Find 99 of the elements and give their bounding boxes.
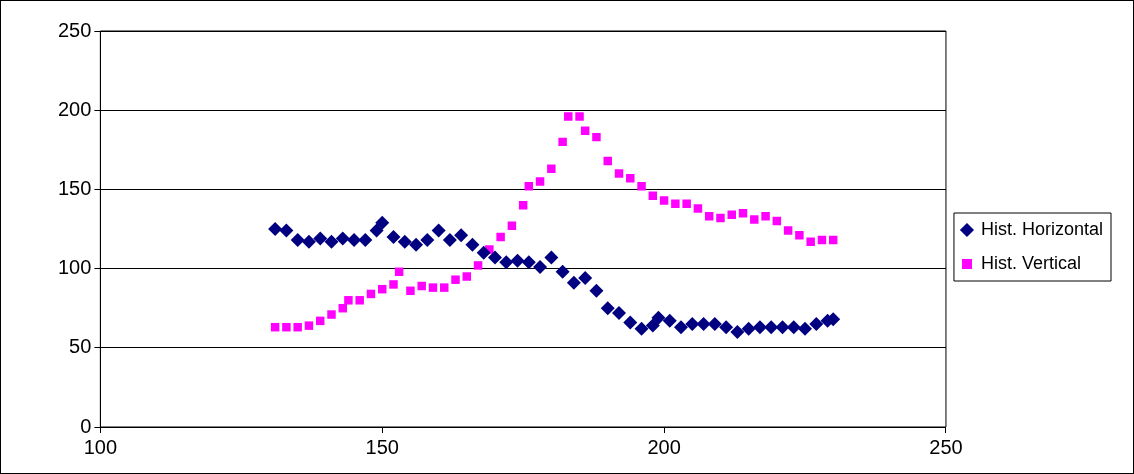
point xyxy=(685,317,700,332)
y-tick-label: 100 xyxy=(57,256,92,279)
point xyxy=(623,315,638,330)
point xyxy=(634,321,649,336)
point xyxy=(612,305,626,320)
x-tick-label: 250 xyxy=(929,435,963,458)
point xyxy=(798,321,813,336)
point xyxy=(327,310,336,319)
point xyxy=(752,320,767,335)
point xyxy=(358,233,373,248)
x-tick-label: 150 xyxy=(365,435,399,458)
point xyxy=(473,261,483,270)
point xyxy=(651,310,666,325)
x-tick-label: 200 xyxy=(647,435,681,458)
point xyxy=(682,199,691,208)
point xyxy=(386,229,401,244)
point xyxy=(431,223,446,238)
point xyxy=(476,245,491,260)
point xyxy=(786,320,801,335)
point xyxy=(795,231,804,240)
point xyxy=(707,317,722,332)
point xyxy=(578,271,593,286)
y-tick-label: 150 xyxy=(57,176,92,199)
point xyxy=(454,228,469,243)
point xyxy=(428,283,438,292)
point xyxy=(592,132,601,142)
y-tick-label: 0 xyxy=(80,414,92,437)
point xyxy=(637,181,646,191)
y-tick-label: 50 xyxy=(69,335,92,358)
point xyxy=(487,250,502,265)
point xyxy=(730,324,745,339)
point xyxy=(347,233,362,248)
legend-label: Hist. Horizontal xyxy=(980,218,1104,239)
y-tick-label: 200 xyxy=(57,97,92,120)
point xyxy=(409,237,424,252)
point xyxy=(420,233,435,248)
point xyxy=(496,232,505,242)
point xyxy=(761,212,770,221)
point xyxy=(465,237,480,252)
point xyxy=(499,255,514,270)
point xyxy=(544,250,559,265)
point xyxy=(510,253,525,268)
point xyxy=(716,213,725,223)
point xyxy=(750,215,759,224)
point xyxy=(290,233,305,248)
point xyxy=(558,137,567,147)
point xyxy=(417,281,426,291)
point xyxy=(626,174,635,183)
point xyxy=(764,320,779,335)
point xyxy=(696,317,711,332)
legend-label: Hist. Vertical xyxy=(980,252,1081,273)
point xyxy=(555,264,570,279)
point xyxy=(301,234,316,249)
x-tick-label: 100 xyxy=(83,435,118,458)
point xyxy=(671,199,680,208)
point xyxy=(344,296,353,305)
point xyxy=(355,296,364,305)
point xyxy=(719,320,734,335)
point xyxy=(704,212,714,221)
point xyxy=(674,320,689,335)
point xyxy=(389,280,398,289)
point xyxy=(313,231,328,246)
point xyxy=(741,321,756,336)
point xyxy=(442,233,457,248)
point xyxy=(659,196,669,205)
point xyxy=(304,321,314,330)
point xyxy=(375,215,390,230)
point xyxy=(775,320,790,335)
point xyxy=(589,283,604,298)
point xyxy=(575,112,584,121)
point xyxy=(533,260,548,275)
point xyxy=(324,234,339,249)
point xyxy=(521,255,536,270)
point xyxy=(614,169,624,178)
point xyxy=(566,275,581,290)
point xyxy=(406,286,415,296)
point xyxy=(369,223,384,238)
point xyxy=(397,234,412,249)
point xyxy=(335,231,350,246)
point xyxy=(806,237,815,246)
point xyxy=(282,322,291,332)
point xyxy=(600,301,615,316)
point xyxy=(648,191,658,200)
point xyxy=(279,223,294,238)
point xyxy=(451,275,460,284)
point xyxy=(645,318,660,333)
point xyxy=(693,204,703,213)
point xyxy=(535,177,545,186)
y-tick-label: 250 xyxy=(57,18,92,41)
point xyxy=(462,272,472,281)
point xyxy=(564,112,573,121)
point xyxy=(440,283,449,292)
point xyxy=(268,222,283,236)
point xyxy=(293,322,302,332)
point xyxy=(809,317,824,332)
point xyxy=(783,226,793,235)
point xyxy=(547,164,556,174)
point xyxy=(662,313,677,328)
point xyxy=(603,156,612,166)
